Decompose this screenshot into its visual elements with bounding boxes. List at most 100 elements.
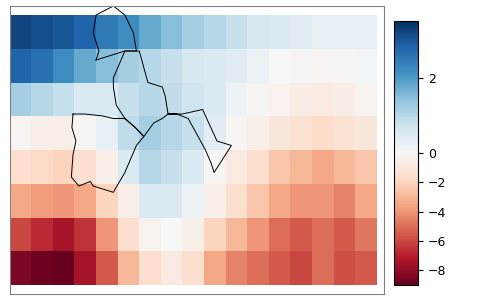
FancyBboxPatch shape (139, 218, 161, 251)
FancyBboxPatch shape (31, 218, 53, 251)
FancyBboxPatch shape (333, 150, 355, 184)
FancyBboxPatch shape (10, 251, 31, 285)
FancyBboxPatch shape (290, 150, 312, 184)
FancyBboxPatch shape (312, 251, 333, 285)
FancyBboxPatch shape (312, 218, 333, 251)
FancyBboxPatch shape (96, 184, 118, 218)
FancyBboxPatch shape (31, 82, 53, 116)
FancyBboxPatch shape (139, 49, 161, 82)
FancyBboxPatch shape (10, 49, 31, 82)
FancyBboxPatch shape (10, 184, 31, 218)
FancyBboxPatch shape (118, 15, 139, 49)
FancyBboxPatch shape (139, 82, 161, 116)
FancyBboxPatch shape (182, 150, 204, 184)
FancyBboxPatch shape (204, 49, 226, 82)
FancyBboxPatch shape (269, 49, 290, 82)
FancyBboxPatch shape (161, 184, 182, 218)
FancyBboxPatch shape (161, 49, 182, 82)
FancyBboxPatch shape (118, 82, 139, 116)
FancyBboxPatch shape (118, 116, 139, 150)
FancyBboxPatch shape (10, 218, 31, 251)
FancyBboxPatch shape (118, 184, 139, 218)
FancyBboxPatch shape (96, 150, 118, 184)
FancyBboxPatch shape (118, 251, 139, 285)
FancyBboxPatch shape (333, 49, 355, 82)
FancyBboxPatch shape (269, 218, 290, 251)
FancyBboxPatch shape (74, 218, 96, 251)
FancyBboxPatch shape (226, 49, 247, 82)
FancyBboxPatch shape (333, 116, 355, 150)
FancyBboxPatch shape (53, 116, 74, 150)
FancyBboxPatch shape (118, 218, 139, 251)
FancyBboxPatch shape (204, 150, 226, 184)
FancyBboxPatch shape (31, 150, 53, 184)
FancyBboxPatch shape (290, 49, 312, 82)
FancyBboxPatch shape (247, 49, 269, 82)
FancyBboxPatch shape (204, 15, 226, 49)
FancyBboxPatch shape (31, 49, 53, 82)
FancyBboxPatch shape (247, 218, 269, 251)
FancyBboxPatch shape (161, 251, 182, 285)
FancyBboxPatch shape (269, 116, 290, 150)
FancyBboxPatch shape (226, 218, 247, 251)
FancyBboxPatch shape (96, 116, 118, 150)
FancyBboxPatch shape (226, 150, 247, 184)
FancyBboxPatch shape (161, 150, 182, 184)
FancyBboxPatch shape (161, 82, 182, 116)
FancyBboxPatch shape (53, 184, 74, 218)
FancyBboxPatch shape (96, 49, 118, 82)
FancyBboxPatch shape (290, 218, 312, 251)
FancyBboxPatch shape (31, 251, 53, 285)
FancyBboxPatch shape (290, 251, 312, 285)
FancyBboxPatch shape (269, 150, 290, 184)
FancyBboxPatch shape (247, 15, 269, 49)
FancyBboxPatch shape (312, 15, 333, 49)
FancyBboxPatch shape (247, 184, 269, 218)
FancyBboxPatch shape (204, 218, 226, 251)
FancyBboxPatch shape (355, 116, 377, 150)
FancyBboxPatch shape (355, 218, 377, 251)
FancyBboxPatch shape (53, 150, 74, 184)
FancyBboxPatch shape (10, 15, 31, 49)
FancyBboxPatch shape (269, 251, 290, 285)
FancyBboxPatch shape (96, 82, 118, 116)
FancyBboxPatch shape (74, 49, 96, 82)
FancyBboxPatch shape (333, 184, 355, 218)
FancyBboxPatch shape (161, 15, 182, 49)
FancyBboxPatch shape (74, 150, 96, 184)
FancyBboxPatch shape (139, 15, 161, 49)
FancyBboxPatch shape (31, 184, 53, 218)
FancyBboxPatch shape (355, 15, 377, 49)
FancyBboxPatch shape (182, 184, 204, 218)
FancyBboxPatch shape (53, 218, 74, 251)
FancyBboxPatch shape (74, 15, 96, 49)
FancyBboxPatch shape (74, 251, 96, 285)
FancyBboxPatch shape (312, 49, 333, 82)
FancyBboxPatch shape (269, 15, 290, 49)
FancyBboxPatch shape (312, 150, 333, 184)
FancyBboxPatch shape (10, 116, 31, 150)
FancyBboxPatch shape (182, 218, 204, 251)
FancyBboxPatch shape (247, 150, 269, 184)
FancyBboxPatch shape (182, 251, 204, 285)
FancyBboxPatch shape (312, 116, 333, 150)
FancyBboxPatch shape (53, 82, 74, 116)
FancyBboxPatch shape (118, 150, 139, 184)
FancyBboxPatch shape (204, 251, 226, 285)
FancyBboxPatch shape (247, 251, 269, 285)
FancyBboxPatch shape (333, 251, 355, 285)
FancyBboxPatch shape (182, 49, 204, 82)
FancyBboxPatch shape (333, 82, 355, 116)
FancyBboxPatch shape (161, 218, 182, 251)
FancyBboxPatch shape (247, 82, 269, 116)
FancyBboxPatch shape (74, 82, 96, 116)
FancyBboxPatch shape (31, 116, 53, 150)
FancyBboxPatch shape (312, 82, 333, 116)
FancyBboxPatch shape (355, 150, 377, 184)
FancyBboxPatch shape (96, 218, 118, 251)
FancyBboxPatch shape (53, 251, 74, 285)
FancyBboxPatch shape (226, 82, 247, 116)
FancyBboxPatch shape (226, 184, 247, 218)
FancyBboxPatch shape (118, 49, 139, 82)
FancyBboxPatch shape (312, 184, 333, 218)
